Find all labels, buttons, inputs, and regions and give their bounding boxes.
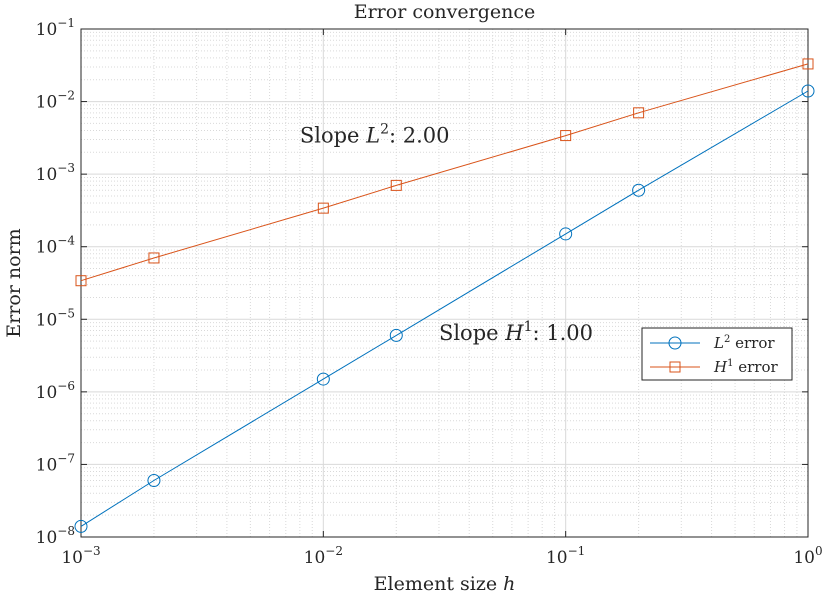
data-point — [389, 328, 403, 342]
data-point — [147, 474, 161, 488]
data-point — [148, 252, 160, 264]
data-point — [316, 372, 330, 386]
y-tick-label: 10−6 — [36, 379, 75, 403]
slope-annotation-1: Slope L2: 2.00 — [300, 122, 450, 148]
data-point — [74, 519, 88, 533]
y-tick-label: 10−4 — [36, 234, 76, 258]
x-axis-label-text: Element size — [374, 573, 497, 595]
x-axis-label-var: h — [503, 573, 515, 595]
annotations: Slope L2: 2.00 Slope H1: 1.00 — [300, 122, 593, 345]
series-line — [80, 90, 809, 527]
data-point — [317, 202, 329, 214]
y-tick-label: 10−5 — [36, 306, 75, 330]
x-tick-label: 100 — [793, 544, 822, 568]
series-layer — [74, 58, 815, 533]
legend-label: H1 error — [713, 358, 778, 376]
legend-marker — [669, 361, 681, 373]
legend-label: L2 error — [713, 334, 775, 352]
slope-annotation-2: Slope H1: 1.00 — [439, 319, 593, 345]
x-axis-label: Element size h — [374, 573, 516, 595]
data-point — [560, 130, 572, 142]
x-tick-label: 10−3 — [61, 544, 100, 568]
legend-box — [641, 327, 793, 381]
y-axis-label: Error norm — [3, 228, 25, 337]
grid — [80, 29, 808, 538]
x-tick-label: 10−1 — [546, 544, 585, 568]
series-1 — [74, 84, 815, 533]
y-tick-label: 10−3 — [36, 161, 75, 185]
axis-ticks: 10−3 10−2 10−1 100 10−8 10−7 10−6 10−5 10−4 10−3 1… — [36, 16, 823, 568]
legend-marker — [668, 336, 682, 350]
series-2 — [75, 58, 814, 287]
series-line — [80, 63, 809, 282]
plot-frame — [80, 28, 809, 538]
legend-entry-1: L2 error — [650, 334, 775, 352]
y-tick-label: 10−8 — [36, 524, 75, 548]
y-tick-label: 10−1 — [36, 16, 75, 40]
x-tick-label: 10−2 — [304, 544, 343, 568]
data-point — [632, 183, 646, 197]
data-point — [633, 107, 645, 119]
y-tick-label: 10−2 — [36, 89, 75, 113]
data-point — [802, 58, 814, 70]
legend-entry-2: H1 error — [650, 358, 778, 376]
data-point — [75, 275, 87, 287]
chart-title: Error convergence — [354, 1, 536, 23]
legend: L2 error H1 error — [641, 327, 793, 381]
data-point — [801, 84, 815, 98]
data-point — [390, 179, 402, 191]
data-point — [559, 227, 573, 241]
y-tick-label: 10−7 — [36, 451, 75, 475]
